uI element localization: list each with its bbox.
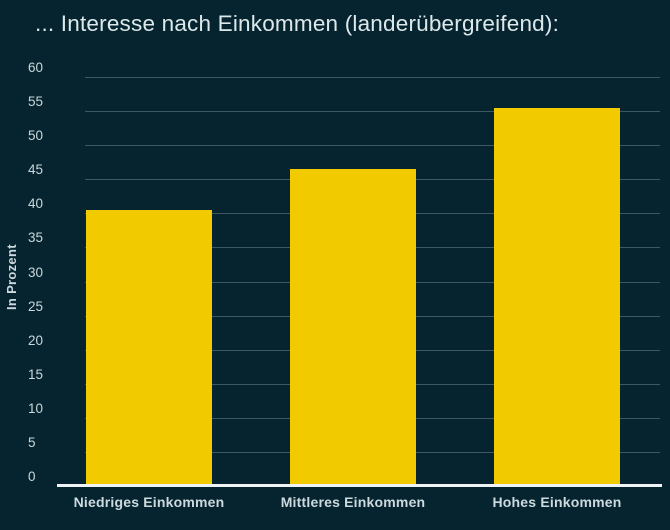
x-category-label: Hohes Einkommen	[492, 494, 622, 510]
gridline	[85, 77, 660, 78]
x-axis-line	[57, 484, 662, 487]
y-axis-title: In Prozent	[4, 244, 19, 310]
plot-area	[85, 77, 660, 486]
y-tick-label: 30	[28, 264, 44, 280]
y-tick-label: 5	[28, 434, 36, 450]
y-tick-label: 40	[28, 196, 44, 212]
y-tick-label: 20	[28, 332, 44, 348]
x-category-label: Niedriges Einkommen	[73, 494, 225, 510]
y-tick-label: 0	[28, 469, 36, 484]
y-tick-label: 45	[28, 162, 44, 178]
y-tick-label: 60	[28, 60, 44, 75]
y-tick-label: 55	[28, 94, 44, 110]
x-category-label: Mittleres Einkommen	[280, 494, 426, 510]
bar-hohes-einkommen	[494, 107, 620, 486]
y-tick-label: 10	[28, 400, 44, 416]
y-tick-label: 15	[28, 366, 44, 382]
bar-niedriges-einkommen	[86, 209, 212, 486]
gridline	[85, 111, 660, 113]
y-tick-label: 35	[28, 230, 44, 246]
chart-title: ... Interesse nach Einkommen (landerüber…	[35, 11, 560, 36]
y-tick-label: 25	[28, 298, 44, 314]
gridline	[85, 145, 660, 147]
y-tick-label: 50	[28, 128, 44, 144]
bar-mittleres-einkommen	[290, 169, 416, 486]
